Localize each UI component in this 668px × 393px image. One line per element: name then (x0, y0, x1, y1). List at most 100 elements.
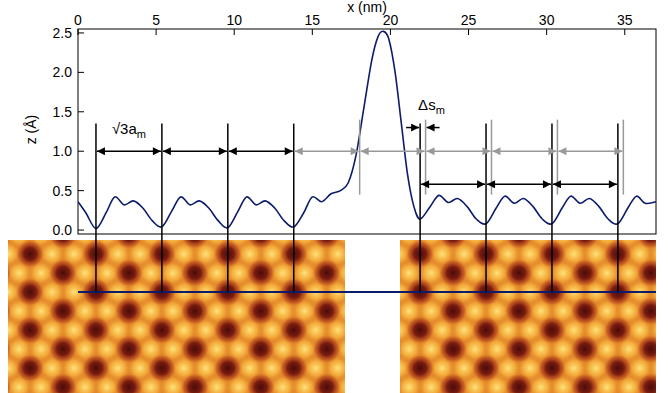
lattice-line (161, 124, 163, 292)
stm-hole (439, 335, 467, 363)
stm-hole (604, 316, 632, 344)
y-tick-label: 0.0 (53, 222, 73, 238)
stm-hole (439, 297, 467, 325)
annotation: Δsm (418, 96, 445, 116)
extrapolated-lattice-line (491, 120, 493, 195)
arrow (553, 184, 617, 186)
x-tick-label: 5 (152, 12, 160, 28)
stm-hole (82, 316, 110, 344)
y-tick-label: 2.0 (53, 64, 73, 80)
stm-hole (181, 259, 209, 287)
annotation-subscript: m (436, 104, 445, 116)
x-tick (468, 29, 469, 35)
y-tick-label: 2.5 (53, 25, 73, 41)
arrow (229, 150, 293, 152)
stm-hole (8, 335, 11, 363)
stm-hole (313, 297, 341, 325)
stm-hole (49, 335, 77, 363)
y-tick-label: 1.0 (53, 143, 73, 159)
stm-hole (637, 259, 656, 287)
stm-hole (148, 316, 176, 344)
lattice-line (551, 124, 553, 292)
annotation-main: Δs (418, 96, 436, 113)
stm-hole (571, 259, 599, 287)
stm-hole (49, 297, 77, 325)
lattice-line (227, 124, 229, 292)
stm-hole (637, 373, 656, 393)
stm-hole (280, 316, 308, 344)
plot-area (78, 31, 656, 228)
stm-hole (49, 259, 77, 287)
stm-hole (400, 240, 401, 249)
stm-hole (16, 354, 44, 382)
stm-hole (8, 240, 11, 249)
figure: 051015202530350.00.51.01.52.02.5x (nm)z … (0, 0, 668, 393)
stm-hole (181, 373, 209, 393)
stm-hole (82, 354, 110, 382)
stm-hole (505, 240, 533, 249)
lattice-line (617, 124, 619, 292)
stm-hole (280, 354, 308, 382)
stm-hole (247, 259, 275, 287)
stm-hole (115, 240, 143, 249)
stm-hole (214, 392, 242, 393)
arrow (421, 184, 485, 186)
arrow (295, 150, 359, 152)
stm-hole (439, 240, 467, 249)
stm-hole (181, 240, 209, 249)
stm-hole (115, 297, 143, 325)
stm-hole (400, 259, 401, 287)
annotation-main: √3a (112, 120, 138, 137)
stm-hole (49, 373, 77, 393)
stm-hole (49, 240, 77, 249)
y-tick-label: 1.5 (53, 104, 73, 120)
stm-hole (16, 278, 44, 306)
height-profile (78, 31, 656, 228)
stm-hole (637, 335, 656, 363)
y-tick (78, 190, 84, 191)
lattice-line (293, 124, 295, 292)
stm-hole (505, 259, 533, 287)
x-axis-title: x (nm) (347, 0, 387, 15)
stm-hole (400, 335, 401, 363)
stm-hole (313, 335, 341, 363)
stm-hole (247, 335, 275, 363)
stm-hole (115, 259, 143, 287)
lattice-line (485, 124, 487, 292)
stm-hole (571, 335, 599, 363)
stm-hole (8, 259, 11, 287)
stm-hole (214, 316, 242, 344)
x-tick-label: 0 (74, 12, 82, 28)
stm-hole (571, 373, 599, 393)
stm-hole (406, 316, 434, 344)
stm-hole (8, 297, 11, 325)
x-tick (546, 29, 547, 35)
stm-hole (214, 354, 242, 382)
annotation-subscript: m (137, 128, 146, 140)
stm-hole (82, 392, 110, 393)
arrow (361, 150, 425, 152)
stm-hole (406, 354, 434, 382)
stm-hole (505, 373, 533, 393)
stm-hole (439, 373, 467, 393)
stm-hole (571, 297, 599, 325)
stm-hole (247, 297, 275, 325)
stm-hole (604, 392, 632, 393)
arrow (493, 150, 557, 152)
y-axis-title: z (Å) (23, 115, 39, 145)
stm-hole (505, 297, 533, 325)
stm-hole (313, 240, 341, 249)
lattice-line (419, 124, 421, 292)
stm-hole (16, 392, 44, 393)
extrapolated-lattice-line (557, 120, 559, 195)
y-tick (78, 32, 84, 33)
y-tick (78, 151, 84, 152)
stm-hole (538, 316, 566, 344)
arrow (558, 150, 622, 152)
stm-hole (472, 316, 500, 344)
stm-hole (16, 240, 44, 268)
y-tick (78, 72, 84, 73)
x-tick (156, 29, 157, 35)
y-tick (78, 230, 84, 231)
x-tick (78, 29, 79, 35)
